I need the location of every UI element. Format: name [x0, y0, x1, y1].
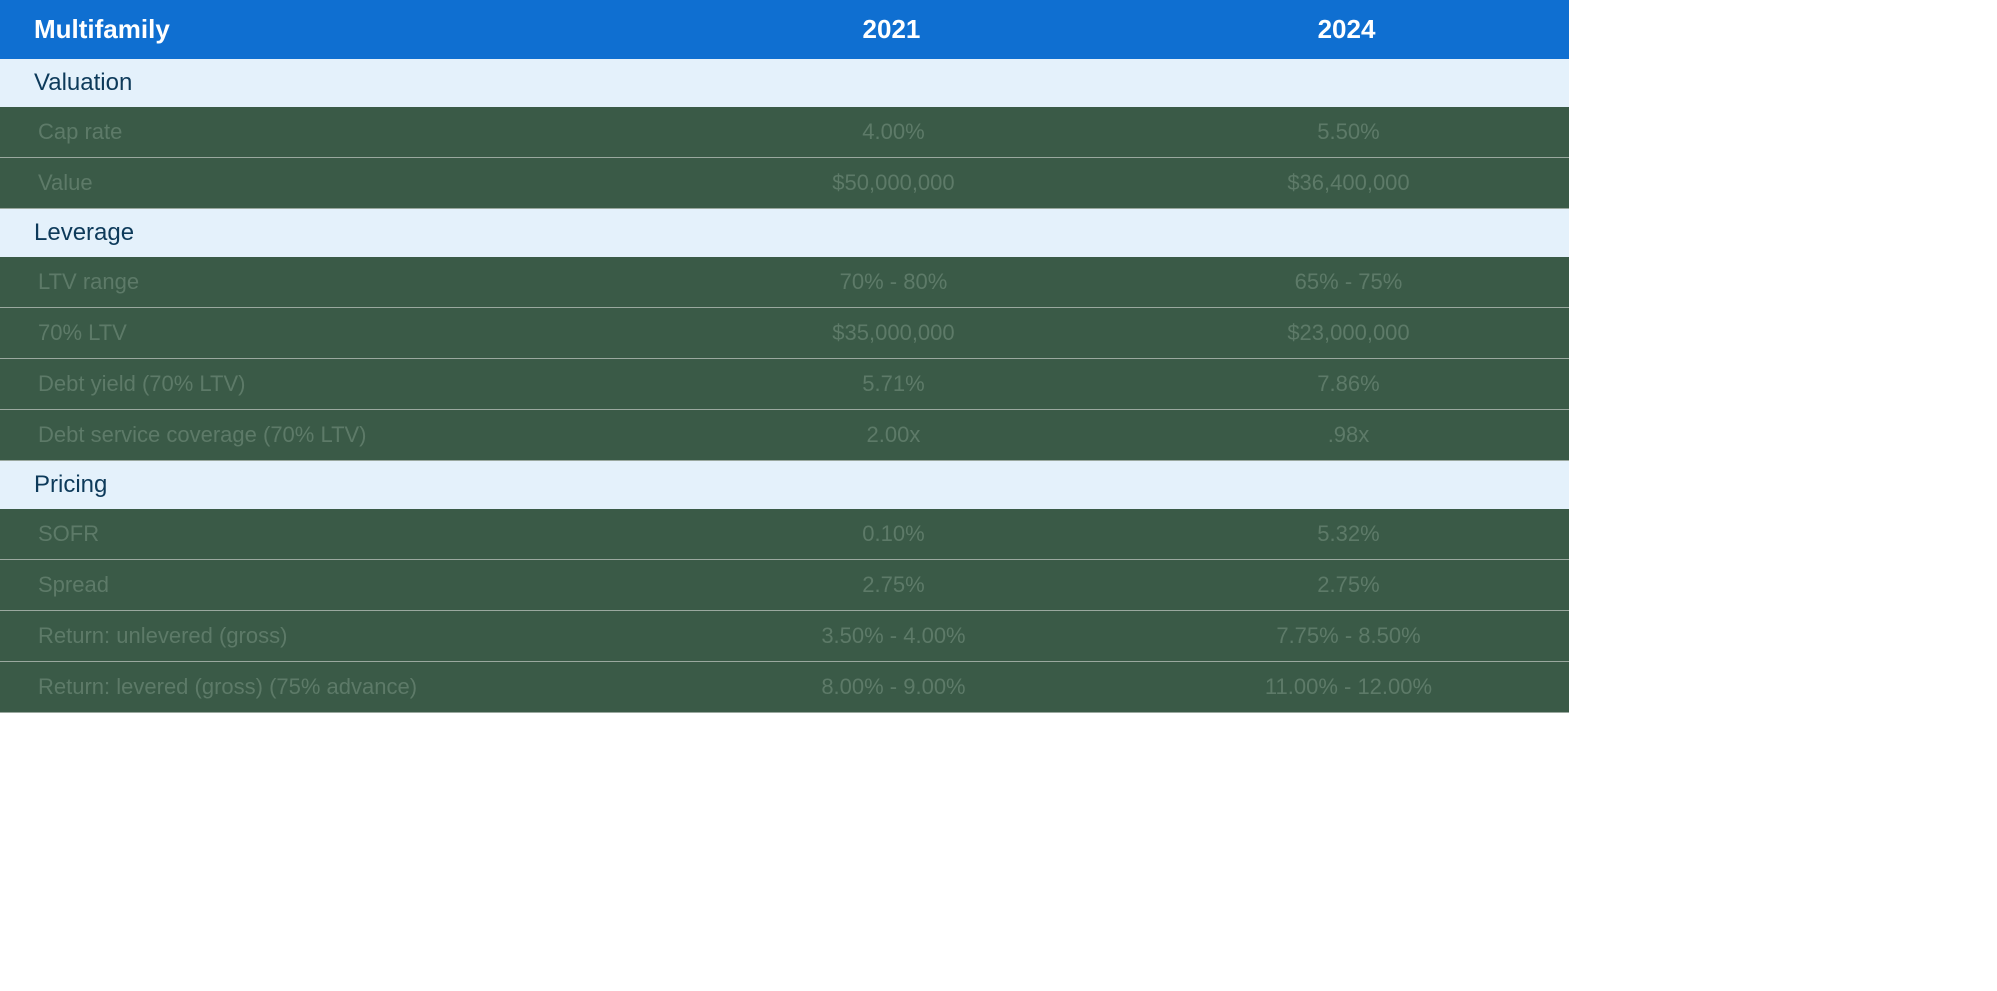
metric-label: Debt yield (70% LTV): [0, 359, 659, 410]
table-row: 70% LTV$35,000,000$23,000,000: [0, 308, 1569, 359]
table-row: Spread2.75%2.75%: [0, 560, 1569, 611]
value-2021: 2.75%: [659, 560, 1114, 611]
value-2024: $23,000,000: [1114, 308, 1569, 359]
multifamily-table-wrap: Multifamily20212024ValuationCap rate4.00…: [0, 0, 1569, 713]
section-label: Valuation: [0, 59, 1569, 107]
table-row: Return: unlevered (gross)3.50% - 4.00%7.…: [0, 611, 1569, 662]
value-2021: 3.50% - 4.00%: [659, 611, 1114, 662]
value-2024: 5.32%: [1114, 509, 1569, 560]
table-row: LTV range70% - 80%65% - 75%: [0, 257, 1569, 308]
table-row: Debt yield (70% LTV)5.71%7.86%: [0, 359, 1569, 410]
metric-label: Return: levered (gross) (75% advance): [0, 662, 659, 713]
multifamily-table: Multifamily20212024ValuationCap rate4.00…: [0, 0, 1569, 713]
value-2021: $50,000,000: [659, 158, 1114, 209]
table-row: Debt service coverage (70% LTV)2.00x.98x: [0, 410, 1569, 461]
value-2021: 4.00%: [659, 107, 1114, 158]
header-title: Multifamily: [0, 0, 659, 59]
value-2024: .98x: [1114, 410, 1569, 461]
metric-label: SOFR: [0, 509, 659, 560]
value-2024: $36,400,000: [1114, 158, 1569, 209]
metric-label: 70% LTV: [0, 308, 659, 359]
value-2021: 0.10%: [659, 509, 1114, 560]
value-2024: 2.75%: [1114, 560, 1569, 611]
metric-label: Cap rate: [0, 107, 659, 158]
table-row: SOFR0.10%5.32%: [0, 509, 1569, 560]
section-label: Leverage: [0, 209, 1569, 258]
metric-label: Debt service coverage (70% LTV): [0, 410, 659, 461]
table-row: Return: levered (gross) (75% advance)8.0…: [0, 662, 1569, 713]
value-2024: 7.86%: [1114, 359, 1569, 410]
metric-label: LTV range: [0, 257, 659, 308]
table-header-row: Multifamily20212024: [0, 0, 1569, 59]
table-row: Value$50,000,000$36,400,000: [0, 158, 1569, 209]
metric-label: Value: [0, 158, 659, 209]
value-2021: 70% - 80%: [659, 257, 1114, 308]
section-row: Leverage: [0, 209, 1569, 258]
section-row: Pricing: [0, 461, 1569, 510]
metric-label: Spread: [0, 560, 659, 611]
value-2021: 2.00x: [659, 410, 1114, 461]
value-2021: 5.71%: [659, 359, 1114, 410]
value-2024: 65% - 75%: [1114, 257, 1569, 308]
value-2024: 7.75% - 8.50%: [1114, 611, 1569, 662]
header-col-2024: 2024: [1114, 0, 1569, 59]
section-row: Valuation: [0, 59, 1569, 107]
value-2024: 5.50%: [1114, 107, 1569, 158]
table-row: Cap rate4.00%5.50%: [0, 107, 1569, 158]
value-2024: 11.00% - 12.00%: [1114, 662, 1569, 713]
section-label: Pricing: [0, 461, 1569, 510]
value-2021: 8.00% - 9.00%: [659, 662, 1114, 713]
header-col-2021: 2021: [659, 0, 1114, 59]
metric-label: Return: unlevered (gross): [0, 611, 659, 662]
value-2021: $35,000,000: [659, 308, 1114, 359]
